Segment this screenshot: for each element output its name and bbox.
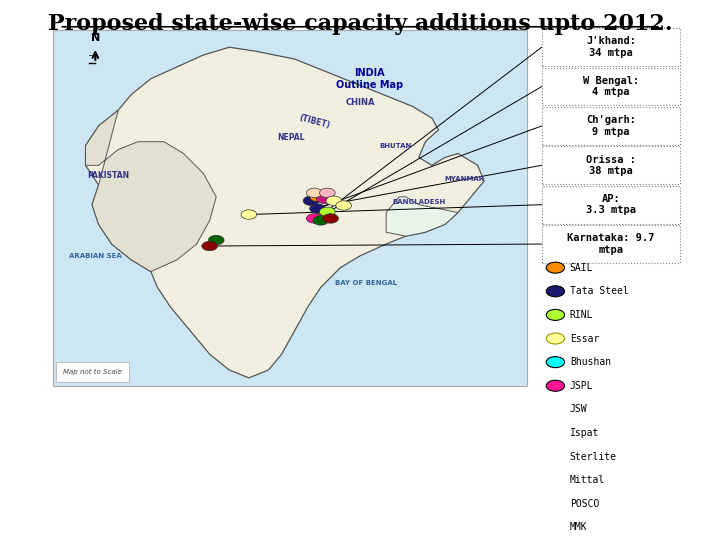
Text: Ch'garh:
9 mtpa: Ch'garh: 9 mtpa: [586, 115, 636, 137]
Circle shape: [241, 210, 257, 219]
Text: AP:
3.3 mtpa: AP: 3.3 mtpa: [586, 194, 636, 215]
FancyBboxPatch shape: [53, 30, 526, 386]
Text: N: N: [91, 33, 100, 43]
Circle shape: [546, 262, 564, 273]
Text: Proposed state-wise capacity additions upto 2012.: Proposed state-wise capacity additions u…: [48, 12, 672, 35]
Circle shape: [546, 451, 564, 462]
Text: Sterlite: Sterlite: [570, 451, 617, 462]
Circle shape: [546, 475, 564, 486]
Text: MYANMAR: MYANMAR: [444, 176, 485, 182]
Circle shape: [320, 188, 336, 198]
FancyBboxPatch shape: [541, 225, 680, 263]
Polygon shape: [386, 197, 458, 236]
Circle shape: [303, 196, 319, 206]
Text: Tata Steel: Tata Steel: [570, 286, 629, 296]
Circle shape: [320, 207, 336, 217]
Text: JSPL: JSPL: [570, 381, 593, 391]
Text: POSCO: POSCO: [570, 499, 599, 509]
Circle shape: [326, 196, 342, 206]
FancyBboxPatch shape: [541, 186, 680, 224]
Circle shape: [546, 522, 564, 533]
Circle shape: [546, 428, 564, 438]
Circle shape: [546, 356, 564, 368]
Text: ARABIAN SEA: ARABIAN SEA: [69, 253, 122, 259]
Text: Bhushan: Bhushan: [570, 357, 611, 367]
Circle shape: [202, 241, 217, 251]
Text: PAKISTAN: PAKISTAN: [87, 171, 130, 180]
Text: BHUTAN: BHUTAN: [379, 144, 412, 150]
Circle shape: [307, 188, 322, 198]
Circle shape: [313, 215, 328, 225]
Text: BAY OF BENGAL: BAY OF BENGAL: [336, 280, 397, 286]
Text: Karnataka: 9.7
mtpa: Karnataka: 9.7 mtpa: [567, 233, 654, 255]
Text: BANGLADESH: BANGLADESH: [392, 199, 446, 205]
Circle shape: [323, 214, 338, 223]
Circle shape: [546, 309, 564, 320]
Circle shape: [310, 192, 325, 201]
Text: Orissa :
38 mtpa: Orissa : 38 mtpa: [586, 154, 636, 176]
Text: Ispat: Ispat: [570, 428, 599, 438]
FancyBboxPatch shape: [541, 107, 680, 145]
Polygon shape: [86, 110, 216, 272]
Text: MMK: MMK: [570, 523, 588, 532]
Text: (TIBET): (TIBET): [298, 113, 330, 131]
Text: JSW: JSW: [570, 404, 588, 414]
Circle shape: [310, 204, 325, 213]
Text: RINL: RINL: [570, 310, 593, 320]
Circle shape: [316, 210, 332, 219]
Text: CHINA: CHINA: [346, 98, 374, 107]
Text: J'khand:
34 mtpa: J'khand: 34 mtpa: [586, 36, 636, 58]
Circle shape: [208, 235, 224, 245]
FancyBboxPatch shape: [541, 146, 680, 184]
Circle shape: [546, 498, 564, 509]
Circle shape: [316, 194, 332, 204]
Text: NEPAL: NEPAL: [278, 133, 305, 142]
Text: Essar: Essar: [570, 334, 599, 343]
FancyBboxPatch shape: [541, 68, 680, 105]
Circle shape: [336, 201, 351, 210]
Text: Map not to Scale: Map not to Scale: [63, 369, 122, 375]
Circle shape: [546, 333, 564, 344]
Polygon shape: [86, 47, 484, 378]
Text: W Bengal:
4 mtpa: W Bengal: 4 mtpa: [582, 76, 639, 97]
Circle shape: [546, 404, 564, 415]
Circle shape: [307, 214, 322, 223]
Circle shape: [546, 380, 564, 392]
Text: Mittal: Mittal: [570, 475, 605, 485]
Text: SAIL: SAIL: [570, 262, 593, 273]
FancyBboxPatch shape: [541, 28, 680, 66]
Circle shape: [546, 286, 564, 297]
Text: INDIA
Outline Map: INDIA Outline Map: [336, 68, 403, 90]
